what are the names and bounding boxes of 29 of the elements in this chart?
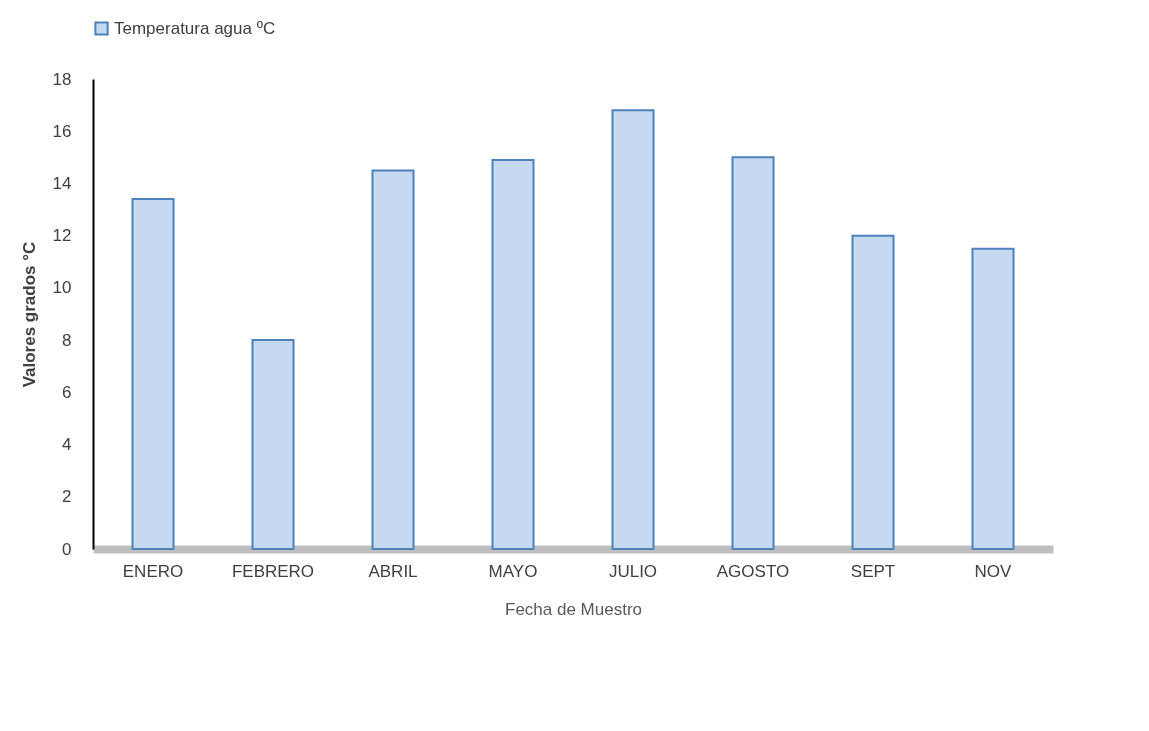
- bar: [251, 339, 295, 550]
- y-tick-label: 18: [52, 69, 72, 89]
- y-tick-label: 16: [52, 121, 72, 141]
- y-tick-label: 12: [52, 226, 72, 246]
- y-tick-label: 6: [62, 382, 72, 402]
- x-tick-label: SEPT: [850, 561, 896, 581]
- bar: [731, 156, 775, 550]
- x-tick-label: MAYO: [488, 561, 538, 581]
- x-axis-title: Fecha de Muestro: [504, 599, 643, 619]
- y-tick-label: 4: [62, 435, 72, 455]
- x-tick-label: FEBRERO: [231, 561, 315, 581]
- y-tick-label: 8: [62, 330, 72, 350]
- y-axis-title: Valores grados °C: [19, 241, 39, 388]
- x-tick-label: ENERO: [122, 561, 184, 581]
- bar: [971, 247, 1015, 550]
- bar: [491, 158, 535, 550]
- bar: [371, 169, 415, 550]
- x-tick-label: AGOSTO: [716, 561, 790, 581]
- legend-label: Temperatura agua ºC: [114, 18, 276, 38]
- x-tick-label: ABRIL: [368, 561, 418, 581]
- x-tick-label: NOV: [974, 561, 1013, 581]
- y-tick-label: 2: [62, 487, 72, 507]
- y-tick-label: 10: [52, 278, 72, 298]
- bar: [851, 234, 895, 550]
- bar: [611, 109, 655, 550]
- y-tick-label: 14: [52, 173, 72, 193]
- y-tick-label: 0: [62, 539, 72, 559]
- x-tick-label: JULIO: [608, 561, 658, 581]
- bar: [131, 198, 175, 550]
